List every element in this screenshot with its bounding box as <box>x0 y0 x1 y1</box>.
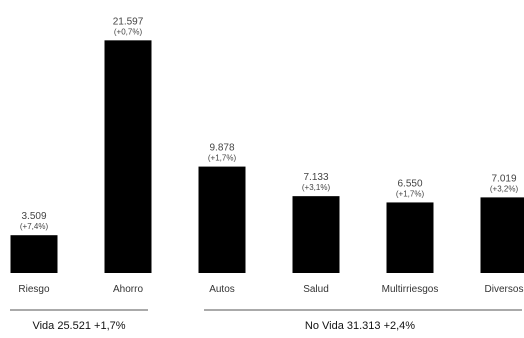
change-label-diversos: (+3,2%) <box>490 184 519 193</box>
change-label-ahorro: (+0,7%) <box>114 27 143 36</box>
bar-ahorro <box>104 40 152 274</box>
category-label-diversos: Diversos <box>485 284 524 295</box>
change-label-autos: (+1,7%) <box>208 154 237 163</box>
bar-autos <box>198 166 246 273</box>
change-label-multirriesgos: (+1,7%) <box>396 189 425 198</box>
category-label-ahorro: Ahorro <box>113 284 143 295</box>
category-label-multirriesgos: Multirriesgos <box>382 284 439 295</box>
bar-multirriesgos <box>386 202 434 273</box>
bars-layer <box>10 40 524 274</box>
groups-layer: Vida 25.521 +1,7% No Vida 31.313 +2,4% <box>10 309 522 332</box>
value-label-ahorro: 21.597 <box>113 16 144 27</box>
value-label-multirriesgos: 6.550 <box>397 178 422 189</box>
group-label-no-vida: No Vida 31.313 +2,4% <box>305 320 415 332</box>
change-label-riesgo: (+7,4%) <box>20 222 49 231</box>
value-label-autos: 9.878 <box>209 143 234 154</box>
value-label-diversos: 7.019 <box>491 173 516 184</box>
bar-diversos <box>480 197 524 273</box>
change-label-salud: (+3,1%) <box>302 183 331 192</box>
bar-salud <box>292 196 340 273</box>
value-label-riesgo: 3.509 <box>21 211 46 222</box>
category-label-riesgo: Riesgo <box>18 284 50 295</box>
group-label-vida: Vida 25.521 +1,7% <box>32 320 125 332</box>
labels-layer: 3.509(+7,4%) Riesgo 21.597(+0,7%) Ahorro 9.8… <box>18 16 523 295</box>
category-label-autos: Autos <box>209 284 235 295</box>
bar-riesgo <box>10 235 58 273</box>
category-label-salud: Salud <box>303 284 329 295</box>
value-label-salud: 7.133 <box>303 172 328 183</box>
